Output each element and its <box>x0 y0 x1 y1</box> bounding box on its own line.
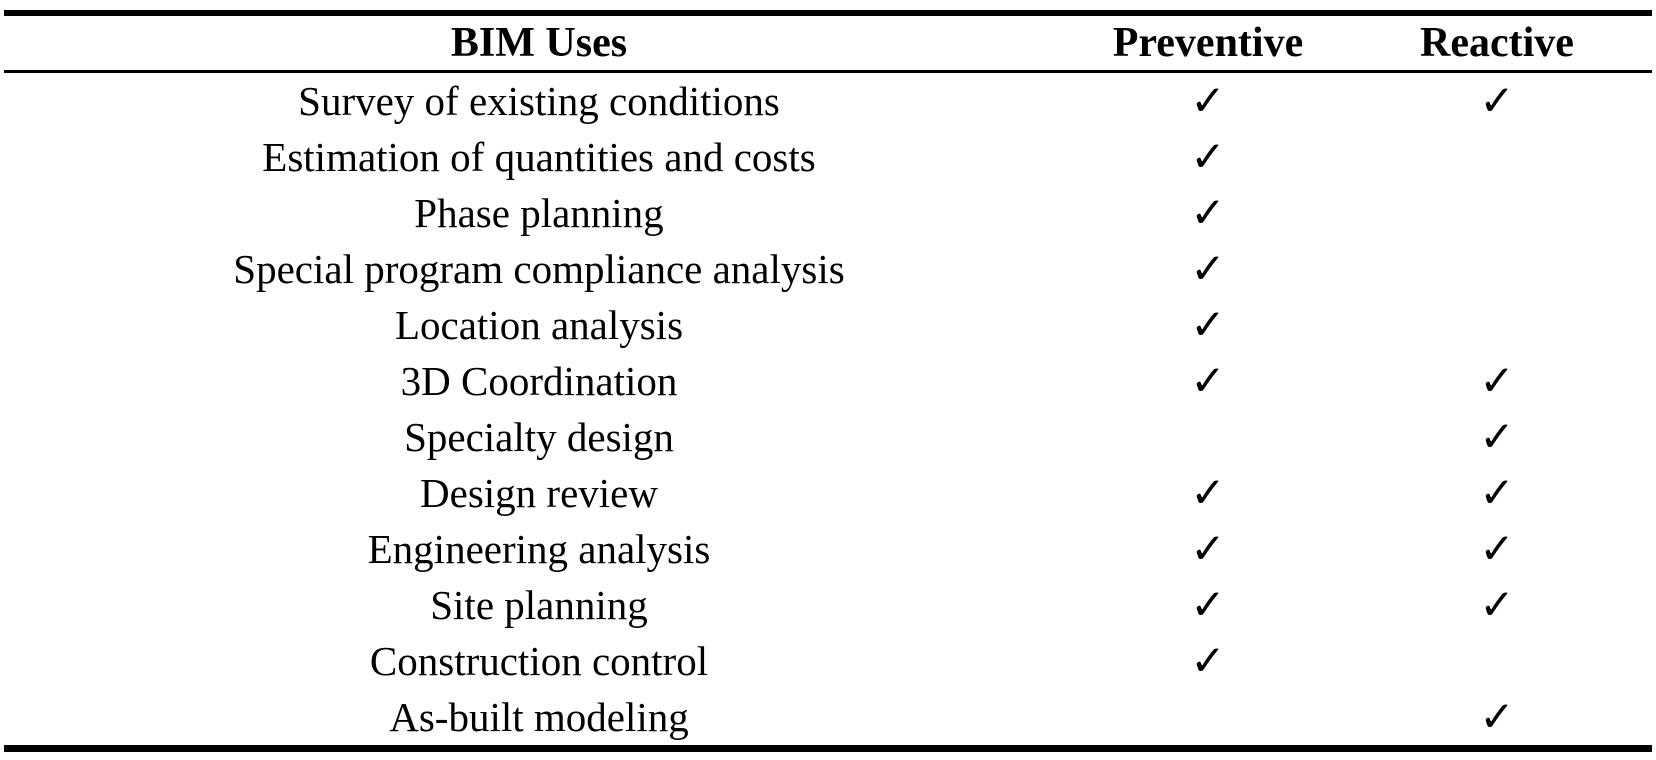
table-row: 3D Coordination ✓ ✓ <box>0 353 1656 409</box>
table-row: Specialty design ✓ <box>0 409 1656 465</box>
column-header-preventive: Preventive <box>1112 20 1304 66</box>
reactive-checkmark: ✓ <box>1479 356 1515 405</box>
table-bottom-rule <box>4 745 1652 752</box>
reactive-checkmark: ✓ <box>1479 76 1515 125</box>
preventive-checkmark: ✓ <box>1190 244 1226 293</box>
bim-use-label: Location analysis <box>394 302 684 348</box>
table-header-row: BIM Uses Preventive Reactive <box>0 16 1656 70</box>
bim-use-label: 3D Coordination <box>400 358 678 404</box>
reactive-checkmark: ✓ <box>1479 468 1515 517</box>
table-row: Engineering analysis ✓ ✓ <box>0 521 1656 577</box>
table-row: Design review ✓ ✓ <box>0 465 1656 521</box>
bim-use-label: Design review <box>420 470 658 516</box>
table-row: Estimation of quantities and costs ✓ <box>0 129 1656 185</box>
table-row: Phase planning ✓ <box>0 185 1656 241</box>
bim-use-label: Construction control <box>369 638 709 684</box>
bim-use-label: Estimation of quantities and costs <box>262 134 816 180</box>
reactive-checkmark: ✓ <box>1479 412 1515 461</box>
table-row: Site planning ✓ ✓ <box>0 577 1656 633</box>
preventive-checkmark: ✓ <box>1190 636 1226 685</box>
preventive-checkmark: ✓ <box>1190 468 1226 517</box>
table-row: Construction control ✓ <box>0 633 1656 689</box>
preventive-checkmark: ✓ <box>1190 524 1226 573</box>
bim-use-label: Site planning <box>430 582 648 628</box>
reactive-checkmark: ✓ <box>1479 692 1515 741</box>
bim-use-label: Special program compliance analysis <box>233 246 845 292</box>
preventive-checkmark: ✓ <box>1190 300 1226 349</box>
preventive-checkmark: ✓ <box>1190 188 1226 237</box>
table-row: Special program compliance analysis ✓ <box>0 241 1656 297</box>
bim-use-label: As-built modeling <box>389 694 689 740</box>
column-header-reactive: Reactive <box>1420 20 1574 66</box>
reactive-checkmark: ✓ <box>1479 580 1515 629</box>
header-separator-rule <box>4 70 1652 73</box>
table-row: Location analysis ✓ <box>0 297 1656 353</box>
preventive-checkmark: ✓ <box>1190 356 1226 405</box>
bim-use-label: Survey of existing conditions <box>298 78 780 124</box>
table-row: As-built modeling ✓ <box>0 689 1656 745</box>
table-top-rule <box>4 10 1652 16</box>
bim-use-label: Phase planning <box>414 190 664 236</box>
table-body: Survey of existing conditions ✓ ✓ Estimatio… <box>0 73 1656 745</box>
bim-use-label: Engineering analysis <box>367 526 711 572</box>
bim-use-label: Specialty design <box>404 414 674 460</box>
preventive-checkmark: ✓ <box>1190 580 1226 629</box>
preventive-checkmark: ✓ <box>1190 76 1226 125</box>
reactive-checkmark: ✓ <box>1479 524 1515 573</box>
table-row: Survey of existing conditions ✓ ✓ <box>0 73 1656 129</box>
preventive-checkmark: ✓ <box>1190 132 1226 181</box>
column-header-bim-uses: BIM Uses <box>450 20 628 66</box>
